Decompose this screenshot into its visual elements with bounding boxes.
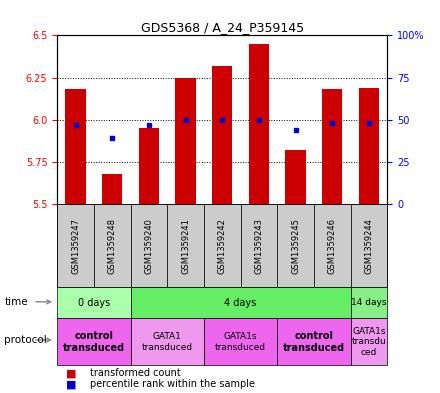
Bar [314, 204, 351, 287]
Text: GSM1359245: GSM1359245 [291, 218, 300, 274]
Text: GSM1359240: GSM1359240 [144, 218, 154, 274]
Text: 0 days: 0 days [78, 298, 110, 308]
Text: time: time [4, 297, 28, 307]
Text: GSM1359241: GSM1359241 [181, 218, 190, 274]
Bar [359, 88, 379, 204]
Bar [249, 44, 269, 204]
Bar [351, 318, 387, 365]
Text: 14 days: 14 days [351, 298, 387, 307]
Bar [351, 287, 387, 318]
Bar [241, 204, 277, 287]
Bar [204, 318, 277, 365]
Text: transformed count: transformed count [90, 368, 181, 378]
Bar [66, 90, 86, 204]
Text: GSM1359247: GSM1359247 [71, 218, 80, 274]
Text: GSM1359248: GSM1359248 [108, 218, 117, 274]
Text: 4 days: 4 days [224, 298, 257, 308]
Bar [167, 204, 204, 287]
Text: GSM1359246: GSM1359246 [328, 218, 337, 274]
Bar [277, 204, 314, 287]
Bar [286, 150, 306, 204]
Bar [212, 66, 232, 204]
Bar [102, 174, 122, 204]
Bar [351, 204, 387, 287]
Text: GSM1359243: GSM1359243 [254, 218, 264, 274]
Bar [131, 318, 204, 365]
Text: ■: ■ [66, 368, 77, 378]
Text: protocol: protocol [4, 335, 47, 345]
Bar [131, 287, 351, 318]
Text: GATA1s
transdu
ced: GATA1s transdu ced [352, 327, 386, 357]
Bar [57, 204, 94, 287]
Bar [57, 318, 131, 365]
Text: percentile rank within the sample: percentile rank within the sample [90, 379, 255, 389]
Text: ■: ■ [66, 379, 77, 389]
Bar [322, 90, 342, 204]
Bar [131, 204, 167, 287]
Bar [277, 318, 351, 365]
Text: control
transduced: control transduced [63, 331, 125, 353]
Bar [57, 287, 131, 318]
Text: GATA1s
transduced: GATA1s transduced [215, 332, 266, 352]
Text: GSM1359244: GSM1359244 [364, 218, 374, 274]
Bar [139, 128, 159, 204]
Title: GDS5368 / A_24_P359145: GDS5368 / A_24_P359145 [141, 21, 304, 34]
Bar [94, 204, 131, 287]
Text: GATA1
transduced: GATA1 transduced [142, 332, 193, 352]
Text: control
transduced: control transduced [283, 331, 345, 353]
Bar [176, 78, 196, 204]
Text: GSM1359242: GSM1359242 [218, 218, 227, 274]
Bar [204, 204, 241, 287]
